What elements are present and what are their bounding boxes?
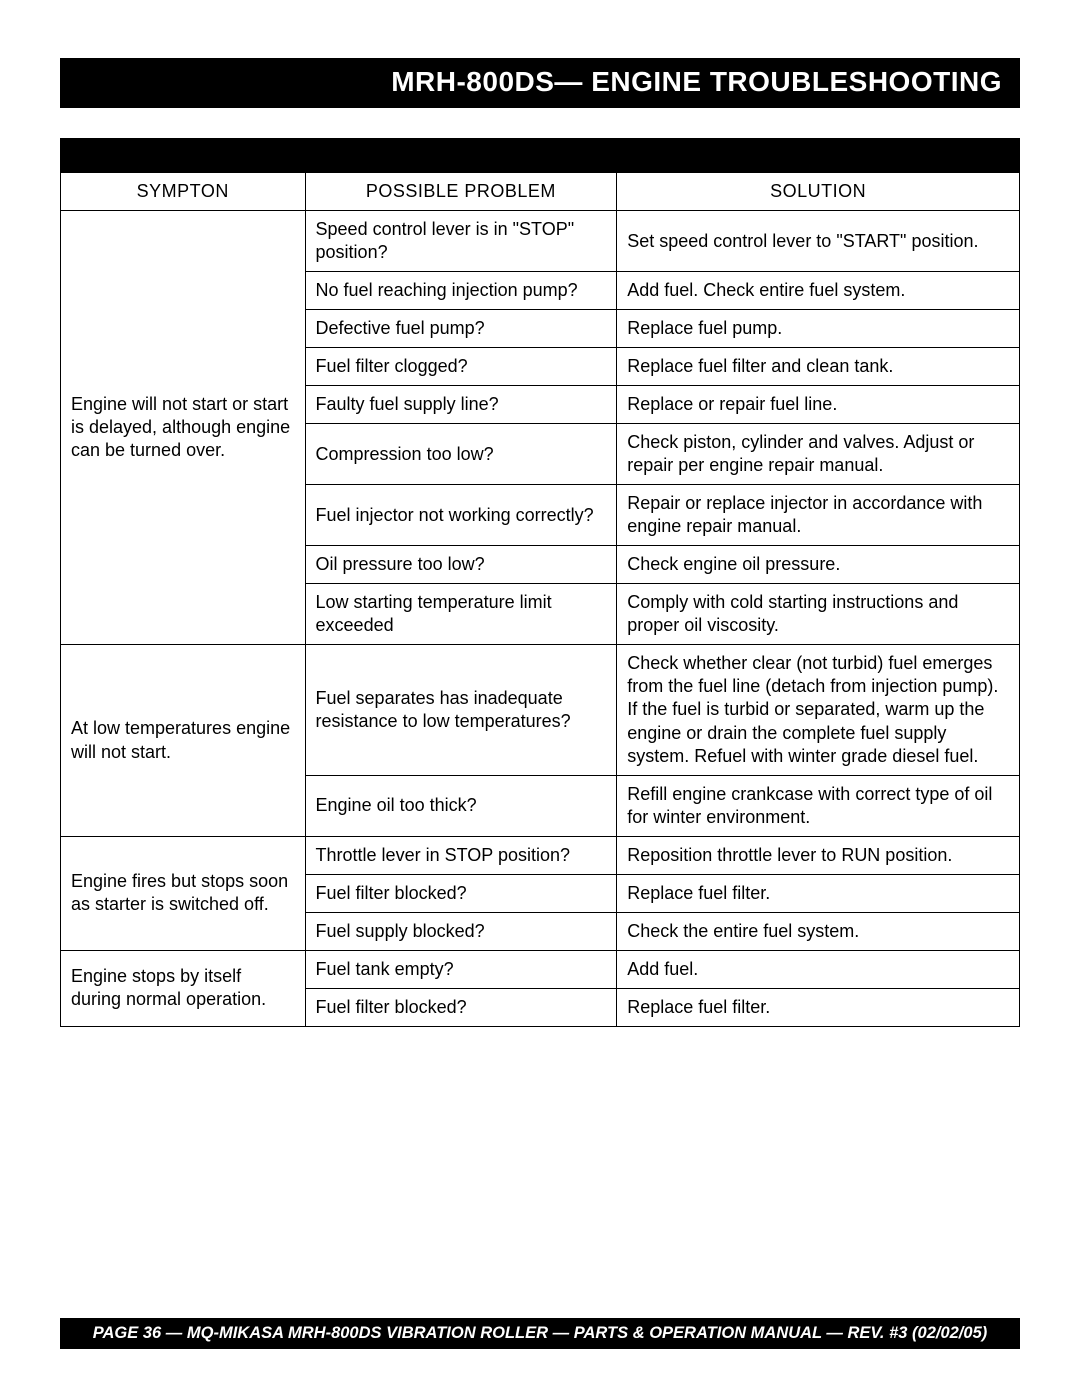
solution-cell: Repair or replace injector in accordance… [617,485,1020,546]
problem-cell: Speed control lever is in "STOP" positio… [305,211,617,272]
solution-cell: Reposition throttle lever to RUN positio… [617,836,1020,874]
problem-cell: Fuel filter blocked? [305,874,617,912]
table-body: Engine will not start or start is delaye… [61,211,1020,1027]
col-header-problem: POSSIBLE PROBLEM [305,173,617,211]
symptom-cell: Engine will not start or start is delaye… [61,211,306,645]
solution-cell: Comply with cold starting instructions a… [617,584,1020,645]
troubleshooting-table: SYMPTON POSSIBLE PROBLEM SOLUTION Engine… [60,138,1020,1027]
page-footer-bar: PAGE 36 — MQ-MIKASA MRH-800DS VIBRATION … [60,1318,1020,1349]
table-caption [61,139,1020,173]
solution-cell: Check piston, cylinder and valves. Adjus… [617,424,1020,485]
col-header-solution: SOLUTION [617,173,1020,211]
problem-cell: Low starting temperature limit exceeded [305,584,617,645]
problem-cell: Oil pressure too low? [305,546,617,584]
spacer [60,108,1020,138]
solution-cell: Add fuel. Check entire fuel system. [617,272,1020,310]
solution-cell: Check engine oil pressure. [617,546,1020,584]
table-caption-row [61,139,1020,173]
page-title-bar: MRH-800DS— ENGINE TROUBLESHOOTING [60,58,1020,108]
problem-cell: Faulty fuel supply line? [305,386,617,424]
symptom-cell: Engine stops by itself during normal ope… [61,950,306,1026]
page-title: MRH-800DS— ENGINE TROUBLESHOOTING [391,66,1002,97]
solution-cell: Replace or repair fuel line. [617,386,1020,424]
problem-cell: Fuel supply blocked? [305,912,617,950]
table-row: At low temperatures engine will not star… [61,645,1020,775]
table-header-row: SYMPTON POSSIBLE PROBLEM SOLUTION [61,173,1020,211]
problem-cell: Fuel filter clogged? [305,348,617,386]
table-row: Engine fires but stops soon as starter i… [61,836,1020,874]
solution-cell: Replace fuel pump. [617,310,1020,348]
page: MRH-800DS— ENGINE TROUBLESHOOTING SYMPTO… [0,0,1080,1397]
problem-cell: Fuel separates has inadequate resistance… [305,645,617,775]
solution-cell: Replace fuel filter. [617,874,1020,912]
solution-cell: Check the entire fuel system. [617,912,1020,950]
solution-cell: Replace fuel filter and clean tank. [617,348,1020,386]
solution-cell: Refill engine crankcase with correct typ… [617,775,1020,836]
problem-cell: Fuel injector not working correctly? [305,485,617,546]
table-row: Engine stops by itself during normal ope… [61,950,1020,988]
table-row: Engine will not start or start is delaye… [61,211,1020,272]
solution-cell: Replace fuel filter. [617,988,1020,1026]
solution-cell: Set speed control lever to "START" posit… [617,211,1020,272]
problem-cell: Fuel tank empty? [305,950,617,988]
problem-cell: Engine oil too thick? [305,775,617,836]
symptom-cell: Engine fires but stops soon as starter i… [61,836,306,950]
problem-cell: Defective fuel pump? [305,310,617,348]
solution-cell: Add fuel. [617,950,1020,988]
symptom-cell: At low temperatures engine will not star… [61,645,306,836]
page-footer: PAGE 36 — MQ-MIKASA MRH-800DS VIBRATION … [93,1324,988,1342]
solution-cell: Check whether clear (not turbid) fuel em… [617,645,1020,775]
problem-cell: Fuel filter blocked? [305,988,617,1026]
problem-cell: Compression too low? [305,424,617,485]
problem-cell: Throttle lever in STOP position? [305,836,617,874]
problem-cell: No fuel reaching injection pump? [305,272,617,310]
col-header-symptom: SYMPTON [61,173,306,211]
